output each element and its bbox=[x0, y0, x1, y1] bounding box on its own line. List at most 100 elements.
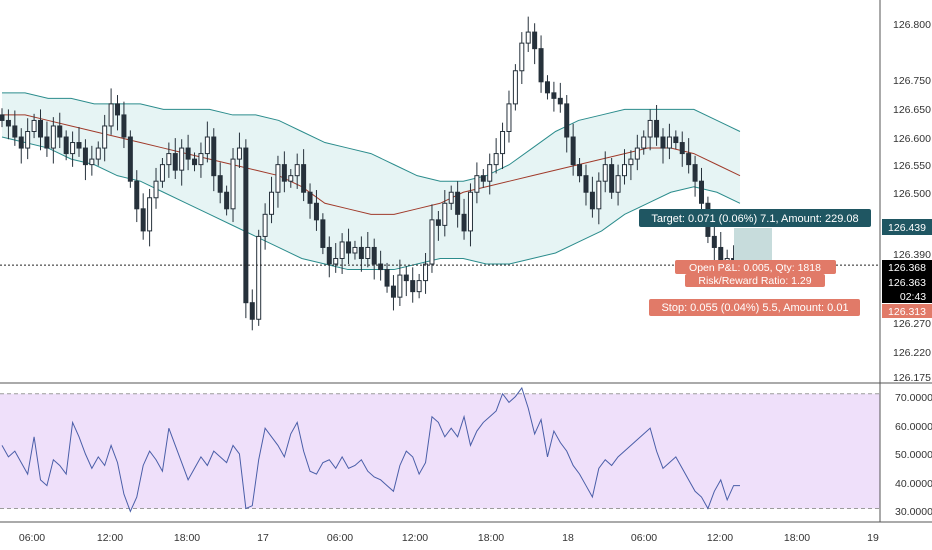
candle-body-up bbox=[333, 258, 339, 265]
candle-body-down bbox=[57, 125, 63, 138]
stop-label-box[interactable] bbox=[649, 299, 860, 316]
candle-body-down bbox=[698, 180, 704, 204]
candle-body-down bbox=[44, 136, 50, 149]
candle-body-down bbox=[480, 175, 486, 182]
candle-body-down bbox=[410, 280, 416, 293]
candle-body-down bbox=[551, 92, 557, 99]
candle-body-down bbox=[76, 142, 82, 149]
candle-body-up bbox=[602, 164, 608, 182]
price-tag-target-text: 126.439 bbox=[888, 222, 926, 234]
candle-body-up bbox=[519, 42, 525, 72]
candle-body-down bbox=[224, 191, 230, 210]
candle-body-down bbox=[564, 103, 570, 138]
candle-body-down bbox=[320, 219, 326, 248]
candle-body-up bbox=[153, 180, 159, 199]
price-tick: 126.600 bbox=[893, 133, 931, 145]
candle-body-down bbox=[692, 164, 698, 182]
price-axis[interactable]: 126.800 126.750 126.650 126.600 126.550 … bbox=[882, 19, 932, 384]
target-zone bbox=[734, 228, 772, 266]
candle-body-up bbox=[108, 103, 114, 127]
candle-body-down bbox=[660, 136, 666, 149]
candle-body-down bbox=[654, 119, 660, 138]
countdown-tag-text: 02:43 bbox=[900, 291, 926, 303]
candle-body-down bbox=[557, 97, 563, 105]
price-tick: 126.800 bbox=[893, 19, 931, 31]
rsi-tick: 60.0000 bbox=[895, 421, 932, 433]
rsi-axis[interactable]: 70.0000 60.0000 50.0000 40.0000 30.0000 bbox=[895, 392, 932, 518]
candle-body-up bbox=[596, 180, 602, 210]
price-tag-current bbox=[882, 275, 932, 289]
candle-body-up bbox=[50, 125, 56, 149]
candle-body-up bbox=[493, 153, 499, 166]
candle-body-up bbox=[615, 175, 621, 193]
candle-body-up bbox=[230, 158, 236, 210]
time-tick: 12:00 bbox=[402, 532, 428, 544]
price-pane[interactable]: Target: 0.071 (0.06%) 7.1, Amount: 229.0… bbox=[0, 16, 880, 331]
candle-body-down bbox=[532, 31, 538, 50]
candle-body-up bbox=[641, 136, 647, 149]
bollinger-upper-line bbox=[2, 92, 741, 182]
candle-body-up bbox=[442, 202, 448, 226]
candle-body-down bbox=[390, 285, 396, 298]
candle-body-down bbox=[461, 213, 467, 232]
rsi-pane[interactable] bbox=[0, 386, 880, 513]
candle-body-down bbox=[63, 136, 69, 155]
candle-body-up bbox=[647, 119, 653, 138]
candle-body-up bbox=[621, 164, 627, 177]
candle-body-down bbox=[673, 136, 679, 144]
target-label: Target: 0.071 (0.06%) 7.1, Amount: 229.0… bbox=[651, 213, 858, 225]
candle-body-down bbox=[378, 263, 384, 271]
candle-body-up bbox=[423, 263, 429, 282]
candle-body-down bbox=[686, 153, 692, 166]
candle-body-up bbox=[269, 191, 275, 215]
candle-body-up bbox=[416, 280, 422, 293]
rsi-tick: 70.0000 bbox=[895, 392, 932, 404]
candle-body-up bbox=[634, 147, 640, 160]
candle-body-down bbox=[211, 136, 217, 177]
candle-body-up bbox=[166, 153, 172, 166]
candle-body-down bbox=[589, 191, 595, 210]
price-tick: 126.750 bbox=[893, 75, 931, 87]
price-tick: 126.550 bbox=[893, 160, 931, 172]
candle-body-up bbox=[198, 153, 204, 166]
candle-body-up bbox=[487, 164, 493, 182]
candle-body-up bbox=[628, 158, 634, 166]
bollinger-bands bbox=[1, 92, 741, 271]
ratio-label-box[interactable] bbox=[685, 274, 825, 287]
candle-body-up bbox=[102, 125, 108, 149]
price-tag-current-text: 126.363 bbox=[888, 277, 926, 289]
candle-body-down bbox=[249, 302, 255, 320]
candle-body-up bbox=[236, 147, 242, 160]
candle-body-up bbox=[365, 246, 371, 260]
candle-body-up bbox=[275, 164, 281, 193]
candle-body-up bbox=[467, 191, 473, 232]
candle-body-down bbox=[121, 114, 127, 138]
candle-body-up bbox=[159, 164, 165, 182]
time-tick: 17 bbox=[257, 532, 269, 544]
time-tick: 06:00 bbox=[631, 532, 657, 544]
price-tag-stop-text: 126.313 bbox=[888, 306, 926, 318]
candle-body-up bbox=[262, 213, 268, 237]
candle-body-up bbox=[147, 197, 153, 232]
candle-body-down bbox=[544, 81, 550, 94]
time-axis[interactable]: 06:00 12:00 18:00 17 06:00 12:00 18:00 1… bbox=[19, 532, 879, 544]
rsi-tick: 50.0000 bbox=[895, 449, 932, 461]
time-tick: 18:00 bbox=[784, 532, 810, 544]
open-label-box[interactable] bbox=[675, 260, 836, 274]
candle-body-up bbox=[294, 164, 300, 177]
time-tick: 18 bbox=[562, 532, 574, 544]
risk-reward-label: Risk/Reward Ratio: 1.29 bbox=[698, 275, 811, 287]
long-position-tool[interactable]: Target: 0.071 (0.06%) 7.1, Amount: 229.0… bbox=[639, 209, 871, 316]
target-label-box[interactable] bbox=[639, 209, 871, 227]
price-tick: 126.650 bbox=[893, 104, 931, 116]
candle-body-down bbox=[326, 246, 332, 265]
price-tick: 126.270 bbox=[893, 318, 931, 330]
candle-body-down bbox=[577, 164, 583, 177]
price-tag-stop bbox=[882, 304, 932, 318]
candle-body-up bbox=[397, 274, 403, 298]
candle-body-down bbox=[185, 147, 191, 160]
candle-body-up bbox=[204, 136, 210, 155]
price-tag-target bbox=[882, 219, 932, 235]
time-tick: 19 bbox=[867, 532, 879, 544]
